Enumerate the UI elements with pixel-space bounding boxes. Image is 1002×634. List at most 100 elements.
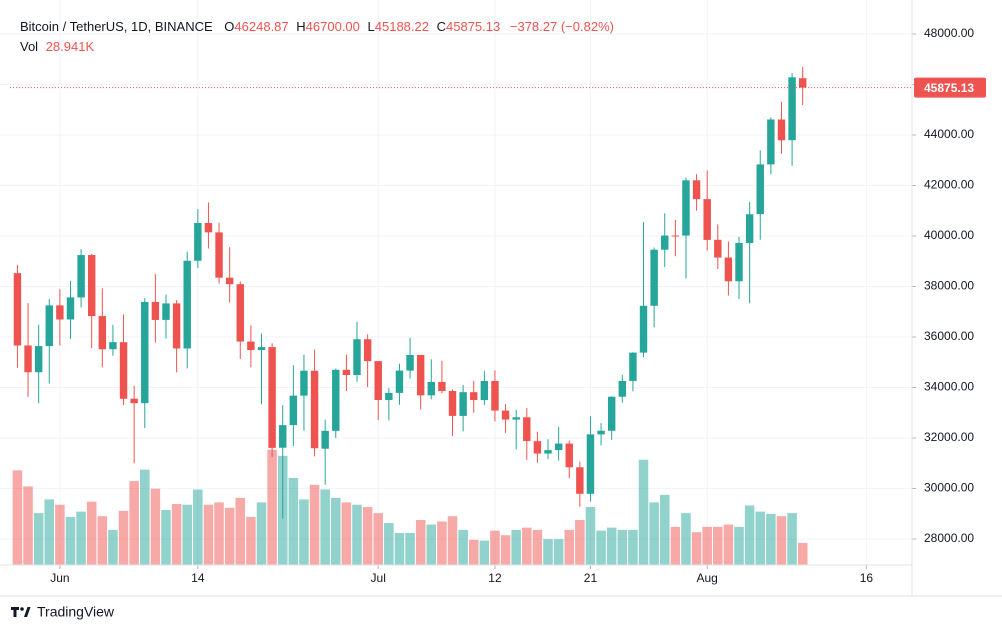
volume-bar <box>256 502 267 565</box>
candle-body <box>576 467 584 494</box>
candle-body <box>24 345 32 373</box>
volume-bar <box>224 507 235 565</box>
volume-bar <box>362 507 373 565</box>
volume-bar <box>150 488 161 565</box>
candle-body <box>724 257 733 282</box>
volume-bar <box>596 530 606 565</box>
volume-bar <box>575 519 585 565</box>
candle-body <box>777 119 786 141</box>
candle-body <box>310 370 319 449</box>
plot <box>0 0 916 569</box>
volume-bar <box>628 529 638 565</box>
candle-body <box>703 199 711 240</box>
change-value: −378.27 (−0.82%) <box>509 19 614 34</box>
candle-body <box>629 352 637 381</box>
candle-body <box>183 260 191 349</box>
brand-logo <box>11 607 31 617</box>
candle-body <box>353 339 361 376</box>
low-value: 45188.22 <box>374 19 429 34</box>
candle-body <box>438 381 446 391</box>
candle-body <box>650 249 658 306</box>
y-tick-label: 48000.00 <box>924 26 974 40</box>
candle-body <box>279 425 287 448</box>
candle-body <box>491 380 499 411</box>
candle-body <box>385 392 393 401</box>
candle-body <box>618 380 627 397</box>
y-tick-label: 32000.00 <box>924 430 974 444</box>
candle-body <box>501 410 510 420</box>
candle-body <box>682 180 690 236</box>
candle-body <box>459 392 467 416</box>
candle-body <box>767 119 775 165</box>
high-value: 46700.00 <box>305 19 360 34</box>
volume-bar <box>734 526 744 565</box>
candle-body <box>172 303 181 349</box>
volume-bar <box>118 510 129 565</box>
candle-body <box>714 239 722 258</box>
volume-bar <box>479 540 490 565</box>
candle-body <box>194 222 202 261</box>
volume-bar <box>203 504 214 565</box>
volume-bar <box>309 484 320 565</box>
volume-bar <box>373 513 384 565</box>
volume-bar <box>468 539 479 565</box>
volume-bar <box>76 511 86 565</box>
volume-label: Vol <box>20 39 39 54</box>
candle-body <box>13 273 22 346</box>
high-label: H <box>296 19 306 34</box>
candle-body <box>448 390 457 416</box>
volume-bar <box>394 532 405 565</box>
volume-bar <box>161 510 171 565</box>
candle-body <box>406 355 414 371</box>
volume-bar <box>12 470 23 565</box>
candle-body <box>321 430 329 449</box>
candle-body <box>798 78 807 88</box>
x-tick-label: Aug <box>697 571 718 585</box>
candle-body <box>470 392 478 401</box>
candle-body <box>661 235 669 250</box>
candle-body <box>289 395 298 426</box>
volume-bar <box>585 507 596 565</box>
candle-body <box>427 381 436 396</box>
candle-body <box>119 342 128 399</box>
volume-bar <box>564 529 575 565</box>
candle-body <box>87 255 96 317</box>
x-tick-label: 21 <box>584 571 598 585</box>
candle-body <box>745 214 754 243</box>
volume-bar <box>437 521 447 565</box>
volume-bar <box>553 539 564 565</box>
x-tick-label: 16 <box>860 571 874 585</box>
candle-body <box>225 277 234 285</box>
candle-body <box>639 305 648 353</box>
open-label: O <box>224 19 235 34</box>
candle-body <box>395 370 404 393</box>
volume-bar <box>55 504 65 565</box>
open-value: 46248.87 <box>234 19 289 34</box>
volume-bar <box>33 513 44 565</box>
candle-body <box>77 255 85 298</box>
candle-body <box>268 347 276 448</box>
volume-bar <box>288 478 299 565</box>
y-tick-label: 38000.00 <box>924 279 974 293</box>
volume-bar <box>447 516 458 565</box>
candle-body <box>363 339 372 362</box>
candle-body <box>735 242 743 282</box>
candle-body <box>141 301 149 404</box>
volume-bar <box>426 524 437 565</box>
volume-bar <box>415 519 426 565</box>
volume-bar <box>649 502 659 565</box>
volume-bar <box>246 516 256 565</box>
volume-legend: Vol 28.941K <box>20 39 94 54</box>
volume-bar <box>755 511 766 565</box>
volume-bar <box>182 504 192 565</box>
y-tick-label: 28000.00 <box>924 531 974 545</box>
candle-body <box>236 284 244 342</box>
volume-bar <box>638 459 649 565</box>
candle-body <box>607 396 616 431</box>
y-tick-label: 42000.00 <box>924 178 974 192</box>
candle-body <box>162 303 170 320</box>
y-tick-label: 40000.00 <box>924 228 974 242</box>
candle-body <box>374 361 382 401</box>
candle-body <box>523 417 531 442</box>
volume-value: 28.941K <box>45 39 95 54</box>
